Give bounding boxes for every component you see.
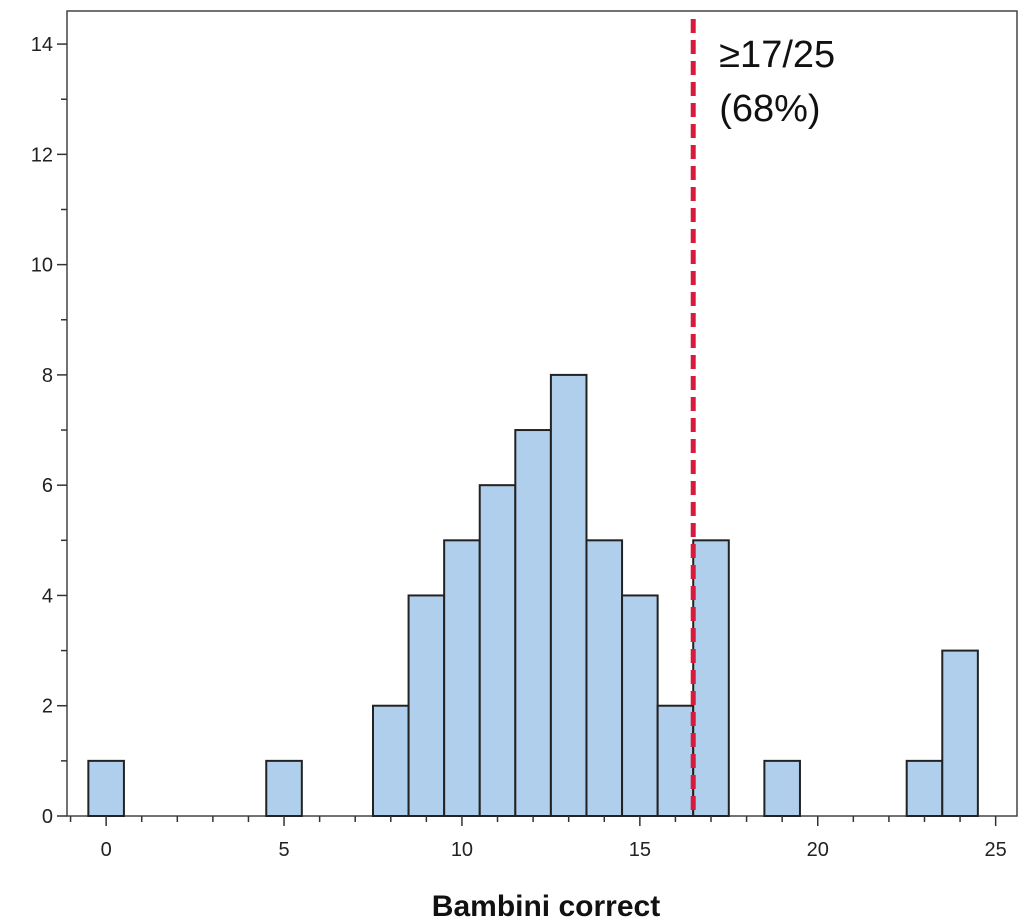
x-tick-label: 10 bbox=[451, 839, 473, 861]
y-tick-label: 8 bbox=[42, 365, 53, 387]
y-tick-label: 6 bbox=[42, 475, 53, 497]
x-tick-label: 20 bbox=[807, 839, 829, 861]
threshold-label-line1: ≥17/25 bbox=[719, 34, 835, 76]
histogram-bar bbox=[621, 594, 659, 817]
y-tick-label: 10 bbox=[31, 255, 53, 277]
histogram-bar bbox=[905, 759, 944, 818]
x-axis: 0 5 10 15 20 25 bbox=[69, 816, 1007, 861]
histogram-bar bbox=[443, 539, 481, 817]
x-tick-label: 0 bbox=[101, 839, 112, 861]
y-tick-label: 0 bbox=[42, 806, 53, 828]
histogram-bar bbox=[585, 539, 624, 817]
histogram-bar bbox=[371, 704, 410, 817]
y-tick-label: 14 bbox=[31, 34, 53, 56]
y-tick-label: 4 bbox=[42, 585, 53, 607]
y-tick-label: 2 bbox=[42, 696, 53, 718]
histogram-bar bbox=[549, 373, 588, 817]
y-tick-label: 12 bbox=[31, 144, 53, 166]
histogram-bar bbox=[656, 704, 695, 817]
threshold-label-line2: (68%) bbox=[719, 88, 820, 130]
histogram-bar bbox=[763, 759, 801, 818]
histogram-bar bbox=[514, 429, 552, 817]
histogram-bar bbox=[478, 484, 517, 817]
y-axis: 0 2 4 6 8 10 12 14 bbox=[31, 34, 67, 828]
x-tick-label: 5 bbox=[278, 839, 289, 861]
histogram-bar bbox=[692, 539, 730, 817]
histogram-bar bbox=[87, 759, 125, 818]
x-tick-label: 25 bbox=[985, 839, 1007, 861]
histogram-bar bbox=[407, 594, 446, 817]
histogram-bar bbox=[265, 759, 303, 818]
histogram-bar bbox=[941, 649, 979, 818]
x-tick-label: 15 bbox=[629, 839, 651, 861]
x-axis-label: Bambini correct bbox=[432, 890, 660, 923]
